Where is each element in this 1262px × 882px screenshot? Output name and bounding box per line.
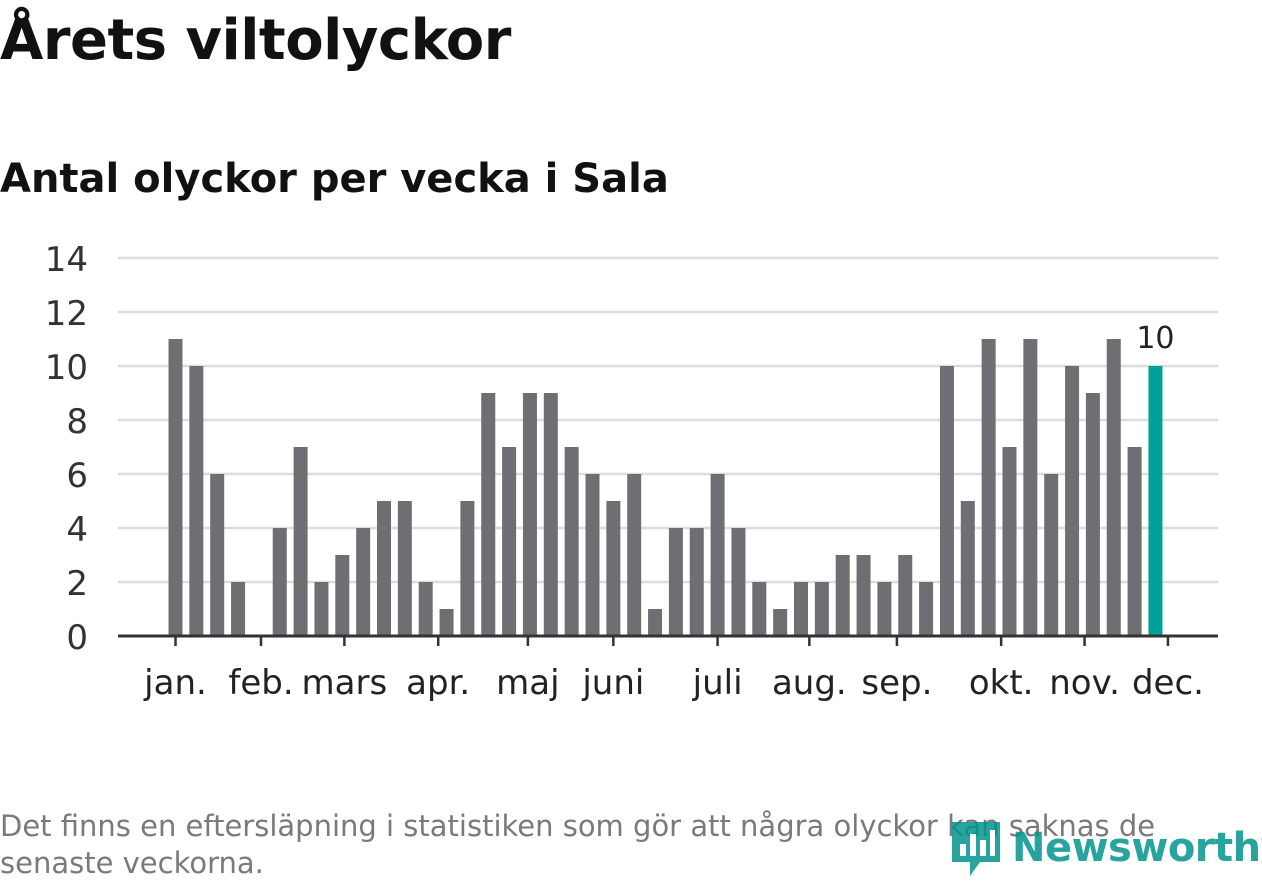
bar bbox=[919, 582, 934, 636]
bar bbox=[689, 528, 704, 636]
y-tick-label-2: 2 bbox=[66, 564, 88, 604]
bar-chart: 0 2 4 6 8 10 12 14 10 jan. feb. mars apr. maj juni juli… bbox=[45, 240, 1218, 703]
bar bbox=[606, 501, 621, 636]
chart-title: Årets viltolyckor bbox=[0, 8, 511, 73]
chart-subtitle: Antal olyckor per vecka i Sala bbox=[0, 156, 669, 202]
newsworthy-logo-text: Newsworthy bbox=[1012, 825, 1262, 871]
bar bbox=[1106, 339, 1121, 636]
bar bbox=[481, 393, 496, 636]
bar bbox=[814, 582, 829, 636]
x-tick-label-nov: nov. bbox=[1049, 663, 1120, 703]
bar bbox=[356, 528, 371, 636]
bar bbox=[377, 501, 391, 636]
bar bbox=[773, 609, 788, 636]
bar bbox=[210, 474, 225, 636]
bar bbox=[418, 582, 433, 636]
x-tick-label-juli: juli bbox=[692, 663, 743, 703]
x-tick-label-apr: apr. bbox=[406, 663, 470, 703]
bar bbox=[397, 501, 412, 636]
bar bbox=[272, 528, 287, 636]
x-tick-label-aug: aug. bbox=[772, 663, 847, 703]
bar bbox=[293, 447, 308, 636]
bar bbox=[460, 501, 475, 636]
bar bbox=[564, 447, 579, 636]
bar bbox=[168, 339, 183, 636]
x-tick-label-feb: feb. bbox=[228, 663, 293, 703]
bar bbox=[585, 474, 600, 636]
y-tick-label-10: 10 bbox=[45, 348, 88, 388]
bar bbox=[543, 393, 558, 636]
bar bbox=[731, 528, 746, 636]
bar bbox=[231, 582, 246, 636]
bar bbox=[648, 609, 663, 636]
bar bbox=[856, 555, 871, 636]
bar bbox=[710, 474, 725, 636]
y-tick-label-8: 8 bbox=[66, 402, 88, 442]
x-tick-label-dec: dec. bbox=[1132, 663, 1204, 703]
bar bbox=[522, 393, 537, 636]
highlight-value-label: 10 bbox=[1136, 321, 1174, 356]
bar bbox=[668, 528, 683, 636]
bar bbox=[1002, 447, 1017, 636]
bar bbox=[314, 582, 329, 636]
y-tick-label-4: 4 bbox=[66, 510, 88, 550]
bar bbox=[1065, 366, 1080, 636]
x-tick-label-okt: okt. bbox=[969, 663, 1034, 703]
bar bbox=[939, 366, 954, 636]
x-tick-label-mars: mars bbox=[302, 663, 388, 703]
bar bbox=[794, 582, 808, 636]
bar bbox=[1044, 474, 1059, 636]
bar bbox=[1127, 447, 1142, 636]
x-tick-label-juni: juni bbox=[581, 663, 644, 703]
x-tick-label-sep: sep. bbox=[861, 663, 932, 703]
bar bbox=[960, 501, 975, 636]
bar bbox=[1085, 393, 1100, 636]
y-tick-label-12: 12 bbox=[45, 294, 88, 334]
bar bbox=[981, 339, 996, 636]
bar bbox=[1023, 339, 1038, 636]
bar bbox=[627, 474, 642, 636]
bar bbox=[502, 447, 517, 636]
bar bbox=[898, 555, 913, 636]
x-tick-label-maj: maj bbox=[496, 663, 559, 703]
bar bbox=[752, 582, 767, 636]
bar bbox=[439, 609, 454, 636]
bar bbox=[835, 555, 850, 636]
newsworthy-logo: Newsworthy bbox=[950, 818, 1262, 878]
y-tick-label-14: 14 bbox=[45, 240, 88, 280]
y-tick-label-6: 6 bbox=[66, 456, 88, 496]
x-tick-label-jan: jan. bbox=[143, 663, 207, 703]
newsworthy-logo-icon bbox=[952, 822, 1000, 876]
bar bbox=[877, 582, 892, 636]
bar-highlight bbox=[1148, 366, 1163, 636]
y-tick-label-0: 0 bbox=[66, 618, 88, 658]
bar bbox=[189, 366, 204, 636]
bar bbox=[335, 555, 350, 636]
